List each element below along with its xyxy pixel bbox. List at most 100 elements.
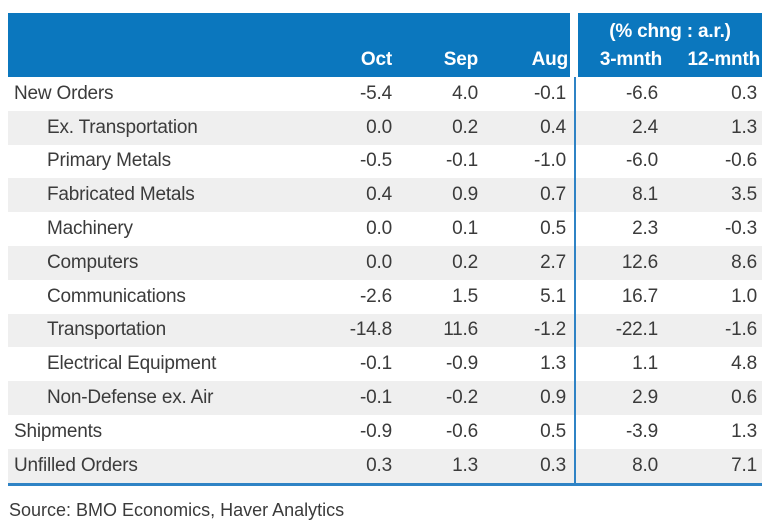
column-divider-line <box>570 77 578 111</box>
table-row: Unfilled Orders 0.3 1.3 0.3 8.0 7.1 <box>8 448 762 483</box>
column-divider-line <box>570 110 578 145</box>
cell-oct: 0.0 <box>366 218 392 240</box>
cell-sep: -0.6 <box>446 420 478 442</box>
column-divider-line <box>570 144 578 179</box>
cell-3mnth: -6.0 <box>626 150 658 172</box>
table-row: Primary Metals -0.5 -0.1 -1.0 -6.0 -0.6 <box>8 144 762 179</box>
cell-12mnth: 0.6 <box>731 387 757 409</box>
row-label: Computers <box>47 251 139 273</box>
table-row: Electrical Equipment -0.1 -0.9 1.3 1.1 4… <box>8 347 762 382</box>
cell-oct: -14.8 <box>349 319 393 341</box>
cell-12mnth: 4.8 <box>731 353 757 375</box>
row-label: Transportation <box>47 319 167 341</box>
cell-3mnth: 16.7 <box>621 285 658 307</box>
cell-12mnth: -0.6 <box>725 150 757 172</box>
durable-goods-table: (% chng : a.r.) Oct Sep Aug 3-mnth 12-mn… <box>8 13 762 486</box>
col-header-12mnth: 12-mnth <box>687 49 761 70</box>
cell-oct: -2.6 <box>360 285 392 307</box>
cell-oct: 0.0 <box>366 116 392 138</box>
table-row: Fabricated Metals 0.4 0.9 0.7 8.1 3.5 <box>8 178 762 213</box>
cell-sep: 0.9 <box>452 184 478 206</box>
column-divider-line <box>570 279 578 314</box>
row-label: Electrical Equipment <box>47 353 217 375</box>
cell-oct: -0.9 <box>360 420 392 442</box>
column-divider-line <box>570 448 578 483</box>
col-header-aug: Aug <box>531 49 569 70</box>
row-label: Ex. Transportation <box>47 116 198 138</box>
column-divider-line <box>570 212 578 246</box>
column-divider-line <box>570 381 578 415</box>
column-divider-line <box>570 313 578 348</box>
cell-oct: -0.5 <box>360 150 392 172</box>
cell-3mnth: 2.4 <box>632 116 658 138</box>
cell-sep: 4.0 <box>452 82 478 104</box>
cell-12mnth: -1.6 <box>725 319 757 341</box>
col-header-3mnth: 3-mnth <box>599 49 662 70</box>
row-label: New Orders <box>14 82 114 104</box>
cell-oct: -0.1 <box>360 353 392 375</box>
cell-sep: 0.2 <box>452 251 478 273</box>
table-row: Shipments -0.9 -0.6 0.5 -3.9 1.3 <box>8 414 762 449</box>
cell-3mnth: 2.9 <box>632 387 658 409</box>
cell-aug: 0.4 <box>540 116 566 138</box>
cell-sep: 1.3 <box>452 454 478 476</box>
row-label: Machinery <box>47 218 133 240</box>
cell-oct: 0.3 <box>366 454 392 476</box>
cell-sep: -0.2 <box>446 387 478 409</box>
table-row: New Orders -5.4 4.0 -0.1 -6.6 0.3 <box>8 77 762 111</box>
cell-3mnth: 2.3 <box>632 218 658 240</box>
cell-12mnth: 7.1 <box>731 454 757 476</box>
cell-sep: 0.2 <box>452 116 478 138</box>
cell-aug: 0.3 <box>540 454 566 476</box>
column-divider-line <box>570 347 578 382</box>
cell-12mnth: -0.3 <box>725 218 757 240</box>
cell-oct: -0.1 <box>360 387 392 409</box>
row-label: Communications <box>47 285 186 307</box>
cell-aug: -1.0 <box>534 150 566 172</box>
cell-aug: 0.5 <box>540 420 566 442</box>
header-column-divider <box>570 13 578 77</box>
row-label: Shipments <box>14 420 102 442</box>
cell-sep: -0.9 <box>446 353 478 375</box>
cell-12mnth: 3.5 <box>731 184 757 206</box>
cell-sep: -0.1 <box>446 150 478 172</box>
cell-sep: 1.5 <box>452 285 478 307</box>
cell-aug: -0.1 <box>534 82 566 104</box>
row-label: Primary Metals <box>47 150 171 172</box>
cell-12mnth: 1.3 <box>731 116 757 138</box>
column-divider-line <box>570 178 578 213</box>
cell-3mnth: -3.9 <box>626 420 658 442</box>
row-label: Unfilled Orders <box>14 454 138 476</box>
cell-aug: 5.1 <box>540 285 566 307</box>
cell-12mnth: 0.3 <box>731 82 757 104</box>
cell-3mnth: 1.1 <box>632 353 658 375</box>
col-header-sep: Sep <box>443 49 478 70</box>
cell-oct: 0.0 <box>366 251 392 273</box>
cell-sep: 0.1 <box>452 218 478 240</box>
column-divider-line <box>570 245 578 280</box>
cell-3mnth: 8.0 <box>632 454 658 476</box>
cell-oct: -5.4 <box>360 82 392 104</box>
column-divider-line <box>570 414 578 449</box>
table-header: (% chng : a.r.) Oct Sep Aug 3-mnth 12-mn… <box>8 13 762 77</box>
group-header-pct-chng: (% chng : a.r.) <box>609 21 731 42</box>
table-row: Transportation -14.8 11.6 -1.2 -22.1 -1.… <box>8 313 762 348</box>
cell-3mnth: -6.6 <box>626 82 658 104</box>
table-row: Machinery 0.0 0.1 0.5 2.3 -0.3 <box>8 212 762 246</box>
cell-aug: 0.9 <box>540 387 566 409</box>
cell-3mnth: 12.6 <box>621 251 658 273</box>
cell-3mnth: -22.1 <box>615 319 659 341</box>
table-row: Computers 0.0 0.2 2.7 12.6 8.6 <box>8 245 762 280</box>
cell-aug: 1.3 <box>540 353 566 375</box>
cell-aug: 0.5 <box>540 218 566 240</box>
cell-3mnth: 8.1 <box>632 184 658 206</box>
cell-12mnth: 1.0 <box>731 285 757 307</box>
cell-12mnth: 8.6 <box>731 251 757 273</box>
cell-12mnth: 1.3 <box>731 420 757 442</box>
table-body: New Orders -5.4 4.0 -0.1 -6.6 0.3 Ex. Tr… <box>8 77 762 483</box>
row-label: Non-Defense ex. Air <box>47 387 214 409</box>
cell-sep: 11.6 <box>443 319 478 341</box>
cell-aug: -1.2 <box>534 319 566 341</box>
cell-aug: 0.7 <box>540 184 566 206</box>
